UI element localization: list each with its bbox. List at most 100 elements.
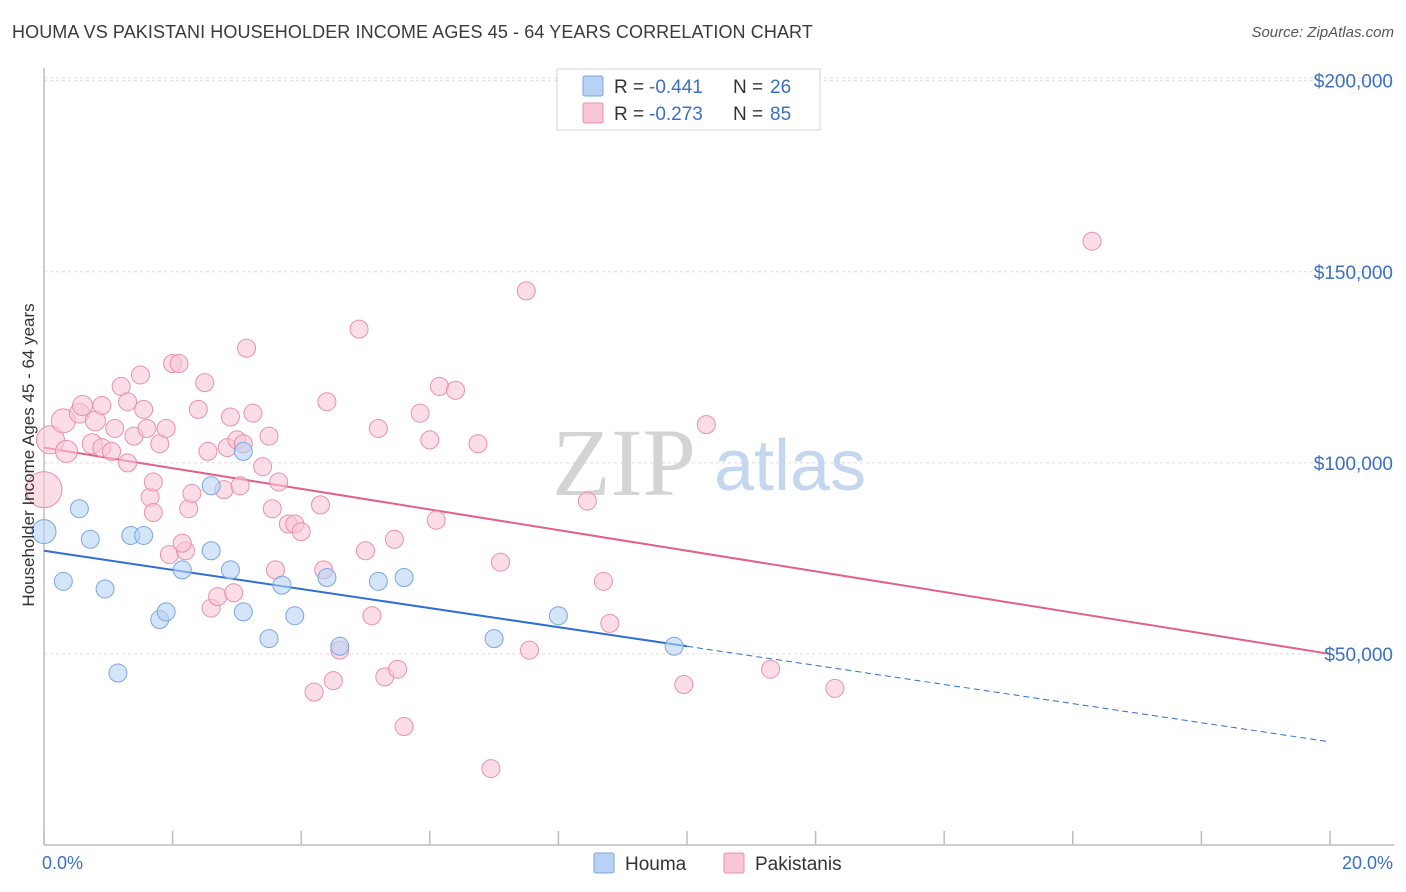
pakistanis-point-52 [317, 392, 337, 412]
pakistanis-point-79 [1082, 231, 1102, 251]
pakistanis-point-54 [349, 319, 369, 339]
pakistanis-point-27 [179, 499, 199, 519]
pakistanis-point-28 [182, 483, 202, 503]
legend-r-label-pakistanis: R = [614, 104, 644, 125]
pakistanis-point-19 [140, 487, 160, 507]
pakistanis-point-44 [262, 499, 282, 519]
legend-r-label-houma: R = [614, 77, 644, 98]
pakistanis-point-0 [25, 471, 63, 509]
pakistanis-point-61 [394, 717, 414, 737]
y-tick-label-3: $200,000 [1314, 72, 1393, 93]
houma-point-7 [134, 525, 154, 545]
pakistanis-point-66 [446, 380, 466, 400]
houma-point-2 [69, 499, 89, 519]
pakistanis-point-13 [118, 392, 138, 412]
houma-point-24 [272, 575, 292, 595]
pakistanis-point-69 [491, 552, 511, 572]
legend-swatch-pakistanis [582, 102, 604, 124]
houma-point-22 [664, 636, 684, 656]
pakistanis-point-56 [362, 606, 382, 626]
houma-point-23 [201, 476, 221, 496]
houma-point-14 [259, 629, 279, 649]
bottom-legend-pakistanis: Pakistanis [755, 854, 842, 875]
pakistanis-point-77 [761, 659, 781, 679]
houma-trend-extension [686, 645, 1331, 743]
pakistanis-point-3 [55, 439, 79, 463]
pakistanis-point-53 [323, 671, 343, 691]
houma-point-19 [394, 568, 414, 587]
grid-lines [44, 77, 1394, 655]
houma-point-12 [220, 560, 240, 580]
y-tick-label-0: $50,000 [1324, 645, 1393, 666]
houma-trend-line [43, 549, 688, 648]
pakistanis-point-84 [269, 472, 289, 492]
houma-point-0 [31, 519, 57, 545]
pakistanis-point-20 [143, 472, 163, 492]
houma-point-11 [201, 541, 221, 561]
pakistanis-point-65 [429, 376, 449, 396]
houma-point-25 [233, 441, 253, 461]
pakistanis-trend-line [43, 446, 1331, 655]
pakistanis-point-68 [481, 759, 501, 779]
pakistanis-point-74 [600, 613, 620, 633]
legend-n-label-pakistanis: N = [733, 104, 763, 125]
legend-n-value-pakistanis: 85 [770, 104, 791, 125]
pakistanis-point-43 [259, 426, 279, 446]
houma-point-3 [80, 529, 100, 549]
pakistanis-point-14 [118, 453, 138, 473]
source-label: Source: ZipAtlas.com [1251, 24, 1394, 41]
tick-labels: $50,000 $100,000 $150,000 $200,000 0.0% 20.0% [42, 72, 1393, 873]
watermark-zip: ZIP [552, 409, 696, 516]
pakistanis-point-25 [169, 354, 189, 373]
bottom-swatch-houma [593, 852, 615, 874]
pakistanis-point-29 [188, 399, 208, 419]
x-tick-label-0: 0.0% [42, 853, 83, 873]
axes [43, 68, 1394, 846]
pakistanis-point-16 [130, 365, 150, 385]
legend-n-value-houma: 26 [770, 77, 791, 98]
bottom-legend-houma: Houma [625, 854, 687, 875]
pakistanis-point-31 [198, 441, 218, 461]
chart-title: HOUMA VS PAKISTANI HOUSEHOLDER INCOME AG… [12, 22, 813, 42]
pakistanis-point-75 [674, 675, 694, 694]
pakistanis-point-11 [105, 418, 125, 438]
series-legend: Houma Pakistanis [593, 852, 842, 875]
y-tick-label-2: $150,000 [1314, 263, 1393, 284]
pakistanis-point-81 [224, 583, 244, 603]
pakistanis-point-30 [195, 373, 215, 393]
pakistanis-point-41 [243, 403, 263, 423]
pakistanis-point-18 [137, 418, 157, 438]
pakistanis-point-71 [519, 640, 539, 660]
pakistanis-point-59 [384, 529, 404, 549]
houma-point-4 [95, 579, 115, 599]
pakistanis-point-42 [253, 457, 273, 477]
houma-points [31, 441, 684, 683]
houma-point-10 [172, 560, 192, 580]
pakistanis-point-8 [92, 396, 112, 416]
trend-lines [43, 446, 1331, 743]
pakistanis-point-76 [696, 415, 716, 435]
pakistanis-point-22 [156, 418, 176, 438]
x-tick-label-1: 20.0% [1342, 853, 1393, 873]
houma-point-5 [108, 663, 128, 683]
houma-point-20 [484, 629, 504, 649]
pakistanis-point-17 [134, 399, 154, 419]
pakistanis-point-49 [304, 682, 324, 702]
pakistanis-point-36 [220, 407, 240, 427]
legend-r-value-houma: -0.441 [649, 77, 703, 98]
pakistanis-point-73 [593, 571, 613, 591]
legend-swatch-houma [582, 75, 604, 97]
bottom-swatch-pakistanis [723, 852, 745, 874]
pakistanis-point-50 [310, 495, 330, 515]
houma-point-9 [156, 602, 176, 622]
pakistanis-point-60 [388, 659, 408, 679]
pakistanis-point-67 [468, 434, 488, 454]
pakistanis-point-70 [516, 281, 536, 301]
pakistanis-point-33 [208, 587, 228, 607]
pakistanis-point-48 [291, 522, 311, 542]
watermark-atlas: atlas [714, 426, 866, 506]
pakistanis-point-64 [426, 510, 446, 530]
pakistanis-point-10 [102, 441, 122, 461]
houma-point-21 [548, 606, 568, 626]
